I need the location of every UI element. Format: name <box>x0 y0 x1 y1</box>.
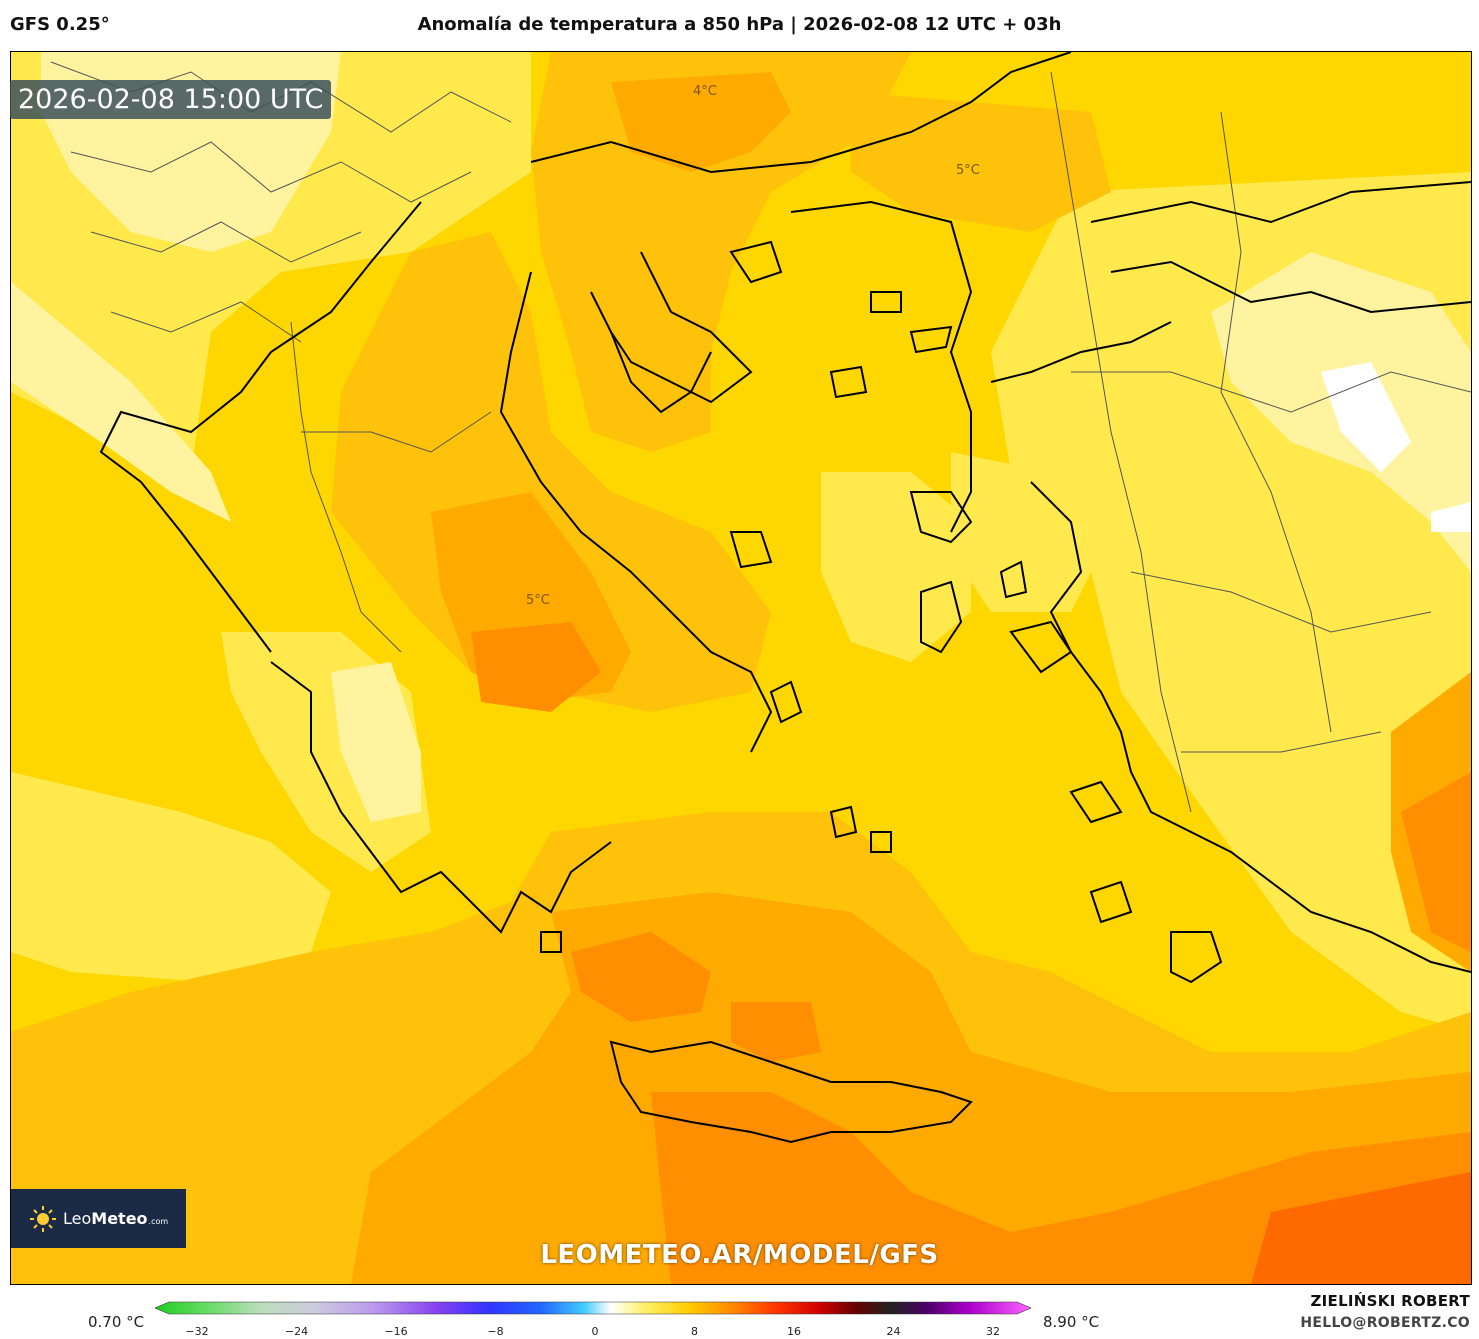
colorbar-tick-label: 24 <box>886 1325 901 1338</box>
anomaly-map: 4°C 5°C 5°C <box>11 52 1471 1284</box>
contour-label-4c: 4°C <box>693 84 717 99</box>
contour-label-5c-north: 5°C <box>956 163 980 178</box>
source-watermark: LEOMETEO.AR/MODEL/GFS <box>540 1240 939 1270</box>
warm-area-north-east <box>851 92 1111 232</box>
colorbar-tick-label: −24 <box>284 1325 309 1338</box>
cool-area-sw <box>11 772 331 982</box>
contour-label-5c-greece: 5°C <box>526 593 550 608</box>
chart-title: Anomalía de temperatura a 850 hPa | 2026… <box>417 14 1062 35</box>
valid-time-label: 2026-02-08 15:00 UTC <box>10 80 332 119</box>
colorbar-tick-label: 0 <box>591 1325 599 1338</box>
cool-area-aegean <box>821 472 971 662</box>
colorbar-tick-label: 16 <box>787 1325 801 1338</box>
white-area-east-2 <box>1431 502 1471 532</box>
leometeo-logo: Leo Meteo .com <box>11 1189 186 1248</box>
model-name: GFS 0.25° <box>10 14 110 35</box>
very-cool-area-west <box>11 282 231 522</box>
colorbar-tick-label: 32 <box>986 1325 1000 1338</box>
coastlines <box>99 52 1471 1144</box>
colorbar <box>155 1301 1032 1315</box>
colorbar-tick-label: −16 <box>384 1325 408 1338</box>
hot-spot-south-1 <box>571 932 711 1022</box>
hottest-area-southeast <box>1251 1172 1471 1284</box>
colorbar-tick-label: −8 <box>487 1325 504 1338</box>
warm-area-north <box>531 52 911 452</box>
colorbar-tick-label: −32 <box>185 1325 209 1338</box>
hot-area-east-coast <box>1401 772 1471 952</box>
hot-spot-south-2 <box>731 1002 821 1062</box>
map-panel: 4°C 5°C 5°C <box>10 51 1472 1285</box>
colorbar-min-label: 0.70 °C <box>88 1313 145 1331</box>
author-email: HELLO@ROBERTZ.CO <box>1300 1315 1470 1331</box>
white-area-east <box>1321 362 1411 472</box>
admin-borders <box>50 61 1471 813</box>
warm-area-north-core <box>611 72 791 172</box>
sun-icon <box>30 1205 56 1232</box>
colorbar-max-label: 8.90 °C <box>1043 1313 1100 1331</box>
colorbar-tick-label: 8 <box>691 1325 698 1338</box>
very-cool-area-ionian <box>331 662 421 822</box>
author-credit: ZIELIŃSKI ROBERT <box>1310 1292 1470 1310</box>
logo-text-com: .com <box>148 1217 169 1226</box>
logo-text-leo: Leo <box>63 1209 92 1228</box>
warm-area-greece-hot <box>471 622 601 712</box>
cool-area-aegean-2 <box>951 452 1111 612</box>
logo-text-meteo: Meteo <box>91 1209 148 1228</box>
